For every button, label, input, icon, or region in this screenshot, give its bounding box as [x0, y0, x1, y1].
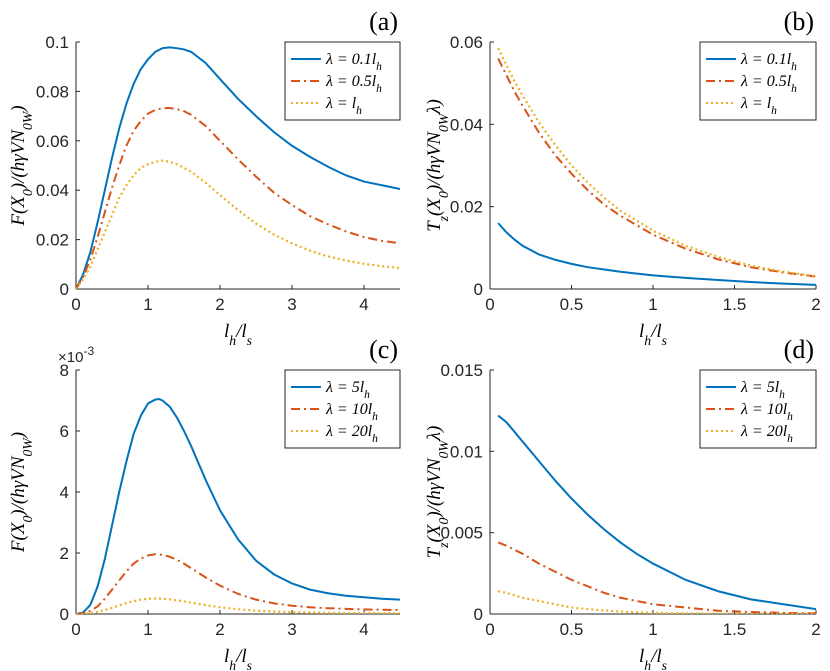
y-axis-exponent: ×10-3 — [58, 344, 94, 366]
x-tick-label: 2 — [215, 620, 224, 639]
legend-entry: λ = 0.1lh — [740, 51, 797, 73]
y-tick-label: 2 — [60, 544, 69, 563]
panel-label: (a) — [369, 7, 398, 36]
y-tick-label: 0.06 — [36, 132, 69, 151]
legend-entry: λ = lh — [325, 95, 362, 117]
series-line-2 — [497, 47, 816, 278]
x-tick-label: 1.5 — [723, 620, 747, 639]
y-tick-label: 0.04 — [36, 181, 69, 200]
panel-a: 0 1 2 3 4 0 0.02 0.04 0.06 0.08 0.1 lh/ls F(X0)/(hγV… — [8, 7, 401, 348]
y-tick-label: 0 — [474, 280, 483, 299]
panel-label: (c) — [369, 335, 398, 364]
series-line-2 — [76, 159, 400, 289]
y-tick-label: 0.1 — [45, 33, 69, 52]
series-line-2 — [76, 597, 400, 614]
y-tick-label: 0.005 — [440, 524, 483, 543]
series-line-1 — [497, 541, 816, 614]
y-axis-label: F(X0)/(hγVN0W) — [8, 105, 35, 226]
y-tick-label: 0.06 — [450, 33, 483, 52]
legend-entry: λ = 5lh — [740, 379, 785, 401]
x-tick-label: 0 — [71, 620, 80, 639]
y-tick-label: 8 — [60, 361, 69, 380]
x-axis-label: lh/ls — [224, 321, 252, 348]
y-tick-label: 6 — [60, 422, 69, 441]
x-tick-label: 0 — [71, 295, 80, 314]
series-line-0 — [76, 397, 400, 614]
y-axis-label: F(X0)/(hγVN0W) — [8, 432, 35, 553]
x-tick-label: 1 — [143, 295, 152, 314]
y-axis-label: Tz(X0)/(hγVN0Wλ) — [424, 99, 451, 232]
x-tick-label: 2 — [215, 295, 224, 314]
x-tick-label: 1.5 — [723, 295, 747, 314]
x-tick-label: 2 — [811, 620, 820, 639]
x-tick-label: 1 — [648, 295, 657, 314]
legend-entry: λ = 0.1lh — [325, 51, 382, 73]
x-tick-label: 1 — [143, 620, 152, 639]
y-tick-label: 0.01 — [450, 442, 483, 461]
y-tick-label: 0 — [60, 605, 69, 624]
panel-c: 0 1 2 3 4 0 2 4 6 8×10-3 lh/ls F(X0)/(hγVN0W) (c) λ =… — [8, 335, 401, 671]
x-axis-label: lh/ls — [639, 321, 667, 348]
series-line-2 — [497, 590, 816, 614]
x-tick-label: 4 — [359, 620, 368, 639]
series-line-1 — [497, 58, 816, 278]
y-tick-label: 0.015 — [440, 361, 483, 380]
y-tick-label: 0.02 — [450, 198, 483, 217]
series-line-1 — [76, 106, 400, 289]
legend-entry: λ = 10lh — [740, 401, 793, 423]
y-tick-label: 0 — [474, 605, 483, 624]
x-tick-label: 3 — [287, 295, 296, 314]
panel-label: (b) — [784, 7, 814, 36]
y-tick-label: 0.02 — [36, 231, 69, 250]
x-tick-label: 0.5 — [560, 620, 584, 639]
x-tick-label: 2 — [811, 295, 820, 314]
x-tick-label: 0 — [485, 620, 494, 639]
legend-entry: λ = 0.5lh — [740, 73, 797, 95]
panel-b: 0 0.5 1 1.5 2 0 0.02 0.04 0.06 lh/ls Tz(X0)/(hγVN0… — [424, 7, 821, 348]
y-tick-label: 0 — [60, 280, 69, 299]
y-tick-label: 0.04 — [450, 115, 483, 134]
series-line-0 — [497, 414, 816, 611]
y-tick-label: 0.08 — [36, 82, 69, 101]
legend-entry: λ = 20lh — [740, 423, 793, 445]
x-axis-label: lh/ls — [639, 646, 667, 671]
panel-d: 0 0.5 1 1.5 2 0 0.005 0.01 0.015 lh/ls Tz(X0)/(hγV… — [424, 335, 821, 671]
legend-entry: λ = 0.5lh — [325, 73, 382, 95]
series-line-0 — [497, 222, 816, 286]
series-line-0 — [76, 46, 400, 289]
legend-entry: λ = 5lh — [325, 379, 370, 401]
x-tick-label: 0 — [485, 295, 494, 314]
legend-entry: λ = lh — [740, 95, 777, 117]
x-tick-label: 0.5 — [560, 295, 584, 314]
x-tick-label: 3 — [287, 620, 296, 639]
y-axis-label: Tz(X0)/(hγVN0Wλ) — [424, 426, 451, 559]
legend-entry: λ = 20lh — [325, 423, 378, 445]
x-tick-label: 4 — [359, 295, 368, 314]
legend-entry: λ = 10lh — [325, 401, 378, 423]
x-tick-label: 1 — [648, 620, 657, 639]
x-axis-label: lh/ls — [224, 646, 252, 671]
y-tick-label: 4 — [60, 483, 69, 502]
panel-label: (d) — [784, 335, 814, 364]
series-line-1 — [76, 553, 400, 614]
